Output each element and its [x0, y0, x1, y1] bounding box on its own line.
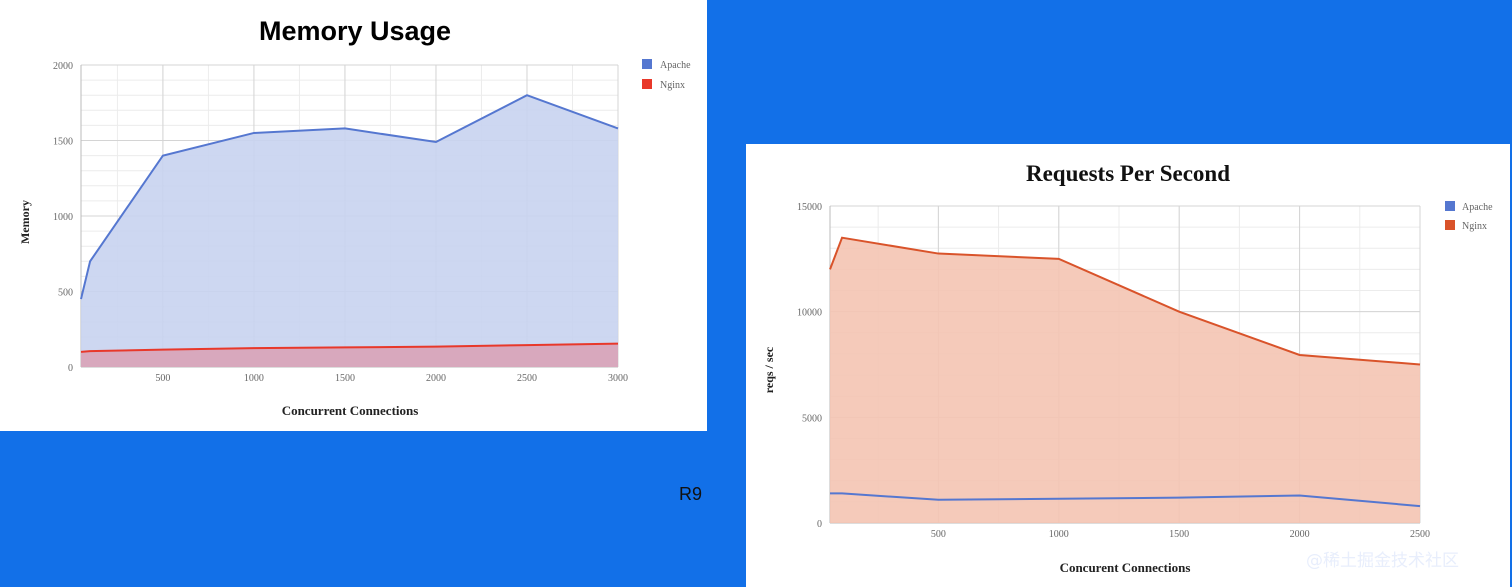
legend: Apache Nginx: [642, 59, 691, 91]
x-tick-label: 2000: [1290, 529, 1310, 540]
series-line-nginx: [829, 236, 1421, 366]
tick-labels: 500 1000 1500 2000 2500 3000 0 500 1000 1500 2000: [53, 61, 628, 384]
y-tick-label: 2000: [53, 61, 73, 72]
x-tick-label: 3000: [608, 373, 628, 384]
y-tick-label: 1000: [53, 212, 73, 223]
x-axis-label: Concurent Connections: [1060, 560, 1191, 575]
x-tick-label: 2500: [517, 373, 537, 384]
chart-title: Requests Per Second: [1026, 161, 1230, 186]
y-tick-label: 500: [58, 288, 73, 299]
x-tick-label: 1500: [335, 373, 355, 384]
series-area-nginx: [830, 237, 1420, 523]
x-tick-label: 2500: [1410, 529, 1430, 540]
x-tick-label: 1000: [244, 373, 264, 384]
legend: Apache Nginx: [1445, 201, 1493, 232]
x-tick-label: 1500: [1169, 529, 1189, 540]
series-area-apache: [81, 95, 618, 367]
memory-usage-chart: 500 1000 1500 2000 2500 30000500100015002000 …: [18, 16, 691, 418]
legend-label-apache: Apache: [660, 60, 691, 71]
legend-swatch-nginx: [642, 79, 652, 89]
series-line-apache: [80, 94, 619, 300]
y-tick-label: 5000: [802, 413, 822, 424]
watermark-text: @稀土掘金技术社区: [1306, 551, 1459, 571]
slide-label: R9: [679, 484, 703, 504]
y-tick-label: 10000: [797, 308, 822, 319]
legend-label-nginx: Nginx: [1462, 221, 1487, 232]
x-tick-label: 500: [931, 529, 946, 540]
chart-title: Memory Usage: [259, 16, 451, 46]
series-layer: [829, 236, 1421, 523]
y-tick-label: 1500: [53, 137, 73, 148]
series-line-apache: [830, 492, 1421, 508]
legend-swatch-apache: [1445, 201, 1455, 211]
memory-usage-chart-panel: 500 1000 1500 2000 2500 3000 0 500 1000 1500 2000 …: [0, 0, 707, 431]
y-tick-label: 15000: [797, 202, 822, 213]
legend-label-nginx: Nginx: [660, 80, 685, 91]
requests-per-second-chart: 500 1000 1500 2000 2500 0 5000 10000 15000 Reque…: [762, 161, 1493, 575]
series-layer: [80, 94, 619, 367]
legend-swatch-apache: [642, 59, 652, 69]
y-axis-label: Memory: [18, 200, 32, 244]
x-tick-label: 2000: [426, 373, 446, 384]
legend-swatch-nginx: [1445, 220, 1455, 230]
x-tick-label: 1000: [1049, 529, 1069, 540]
legend-label-apache: Apache: [1462, 202, 1493, 213]
y-axis-label: reqs / sec: [762, 346, 776, 393]
requests-per-second-chart-panel: 500 1000 1500 2000 2500 0 5000 10000 15000 Reque…: [746, 144, 1510, 587]
y-tick-label: 0: [817, 519, 822, 530]
x-axis-label: Concurrent Connections: [282, 403, 419, 418]
series-line-nginx: [80, 342, 619, 353]
tick-labels: 500 1000 1500 2000 2500 0 5000 10000 15000: [797, 202, 1430, 540]
y-tick-label: 0: [68, 363, 73, 374]
x-tick-label: 500: [155, 373, 170, 384]
